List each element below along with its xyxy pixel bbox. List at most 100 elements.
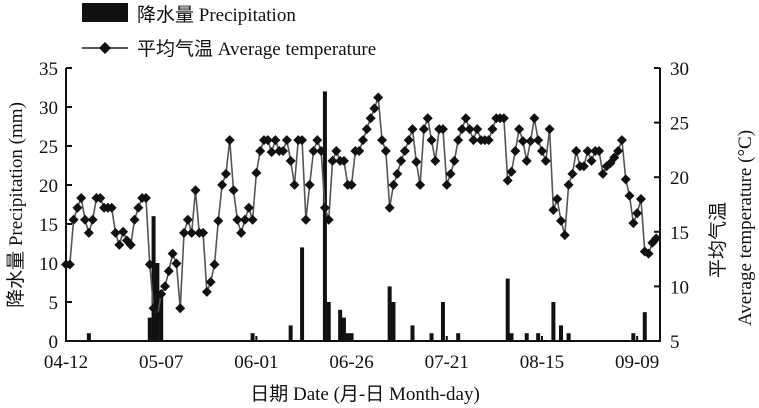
- precip-bar: [288, 325, 293, 341]
- temperature-point: [68, 214, 79, 225]
- x-tick-label: 09-09: [615, 352, 659, 373]
- temperature-point: [365, 113, 376, 124]
- temperature-point: [624, 190, 635, 201]
- temperature-point: [156, 289, 167, 300]
- precip-bar: [566, 333, 571, 341]
- temperature-series: [61, 92, 662, 321]
- temperature-point: [411, 156, 422, 167]
- temperature-point: [487, 124, 498, 135]
- x-axis-label: 日期 Date (月-日 Month-day): [250, 383, 480, 405]
- temperature-point: [224, 135, 235, 146]
- temperature-point: [632, 208, 643, 219]
- temperature-point: [392, 168, 403, 179]
- temperature-point: [239, 214, 250, 225]
- temperature-point: [597, 168, 608, 179]
- legend-precip-label: 降水量 Precipitation: [137, 4, 296, 26]
- temperature-point: [182, 214, 193, 225]
- temperature-point: [571, 145, 582, 156]
- precip-bar: [410, 325, 415, 341]
- temperature-point: [457, 124, 467, 135]
- temperature-point: [563, 179, 574, 190]
- temperature-point: [76, 192, 87, 203]
- precip-bar: [551, 302, 556, 341]
- precip-bar: [429, 333, 434, 341]
- temperature-point: [540, 155, 551, 166]
- temperature-point: [87, 214, 98, 225]
- temperature-point: [114, 239, 125, 250]
- temperature-point: [556, 215, 566, 226]
- right-y-axis-label-en: Average temperature (°C): [735, 130, 756, 326]
- temperature-point: [129, 214, 140, 225]
- temperature-point: [323, 214, 334, 225]
- left-y-tick-label: 0: [49, 332, 59, 353]
- temperature-point: [643, 248, 654, 259]
- precip-bar: [631, 333, 636, 341]
- x-tick-label: 05-07: [139, 352, 183, 373]
- precip-bar: [559, 325, 563, 341]
- temperature-point: [628, 218, 639, 229]
- temperature-point: [380, 145, 391, 156]
- temperature-point: [262, 135, 273, 146]
- temperature-point: [483, 135, 494, 146]
- temperature-point: [377, 135, 388, 146]
- temperature-point: [498, 113, 509, 124]
- temperature-point: [167, 248, 178, 259]
- temperature-point: [198, 227, 209, 238]
- temperature-point: [529, 113, 540, 124]
- temperature-point: [327, 155, 338, 166]
- temperature-point: [609, 152, 620, 163]
- temperature-point: [635, 194, 646, 205]
- temperature-point: [205, 277, 216, 288]
- temperature-point: [415, 179, 426, 190]
- temperature-point: [228, 185, 239, 196]
- precip-bar: [505, 278, 510, 341]
- temperature-point: [251, 167, 262, 178]
- precip-bar: [86, 333, 91, 341]
- temperature-point: [179, 227, 190, 238]
- temperature-point: [418, 124, 429, 135]
- precip-bar: [326, 302, 331, 341]
- x-tick-label: 06-26: [329, 352, 373, 373]
- temperature-point: [449, 155, 460, 166]
- temperature-point: [209, 259, 220, 270]
- temperature-point: [616, 135, 627, 146]
- right-y-tick-label: 5: [670, 332, 680, 353]
- temperature-point: [651, 233, 662, 244]
- right-y-tick-label: 20: [670, 168, 689, 189]
- temperature-point: [285, 155, 296, 166]
- precip-bar: [159, 294, 164, 341]
- temperature-point: [613, 145, 624, 156]
- precip-bar: [338, 309, 343, 341]
- temperature-point: [118, 226, 129, 237]
- temperature-point: [430, 155, 441, 166]
- temperature-point: [289, 179, 300, 190]
- temperature-point: [125, 239, 136, 250]
- x-tick-label: 07-21: [425, 352, 469, 373]
- temperature-point: [514, 124, 525, 135]
- axis-frame: [65, 68, 661, 342]
- temperature-point: [521, 155, 532, 166]
- temperature-point: [426, 135, 437, 146]
- temperature-point: [160, 281, 170, 292]
- temperature-point: [544, 124, 555, 135]
- precip-bar: [387, 286, 392, 341]
- temperature-point: [83, 227, 94, 238]
- precip-bar: [440, 302, 445, 341]
- precip-bar: [322, 91, 327, 342]
- left-y-tick-label: 30: [39, 98, 58, 119]
- temperature-point: [510, 145, 521, 156]
- temperature-point: [175, 303, 186, 314]
- temperature-point: [186, 227, 197, 238]
- temperature-point: [72, 202, 83, 213]
- temperature-point: [578, 161, 589, 172]
- temperature-point: [144, 259, 155, 270]
- temperature-point: [536, 145, 547, 156]
- temperature-point: [106, 202, 117, 213]
- precip-bar: [147, 317, 152, 341]
- temperature-point: [533, 135, 544, 146]
- x-tick-label: 04-12: [44, 352, 88, 373]
- temperature-point: [316, 145, 327, 156]
- temperature-point: [388, 179, 399, 190]
- temperature-point: [369, 103, 380, 114]
